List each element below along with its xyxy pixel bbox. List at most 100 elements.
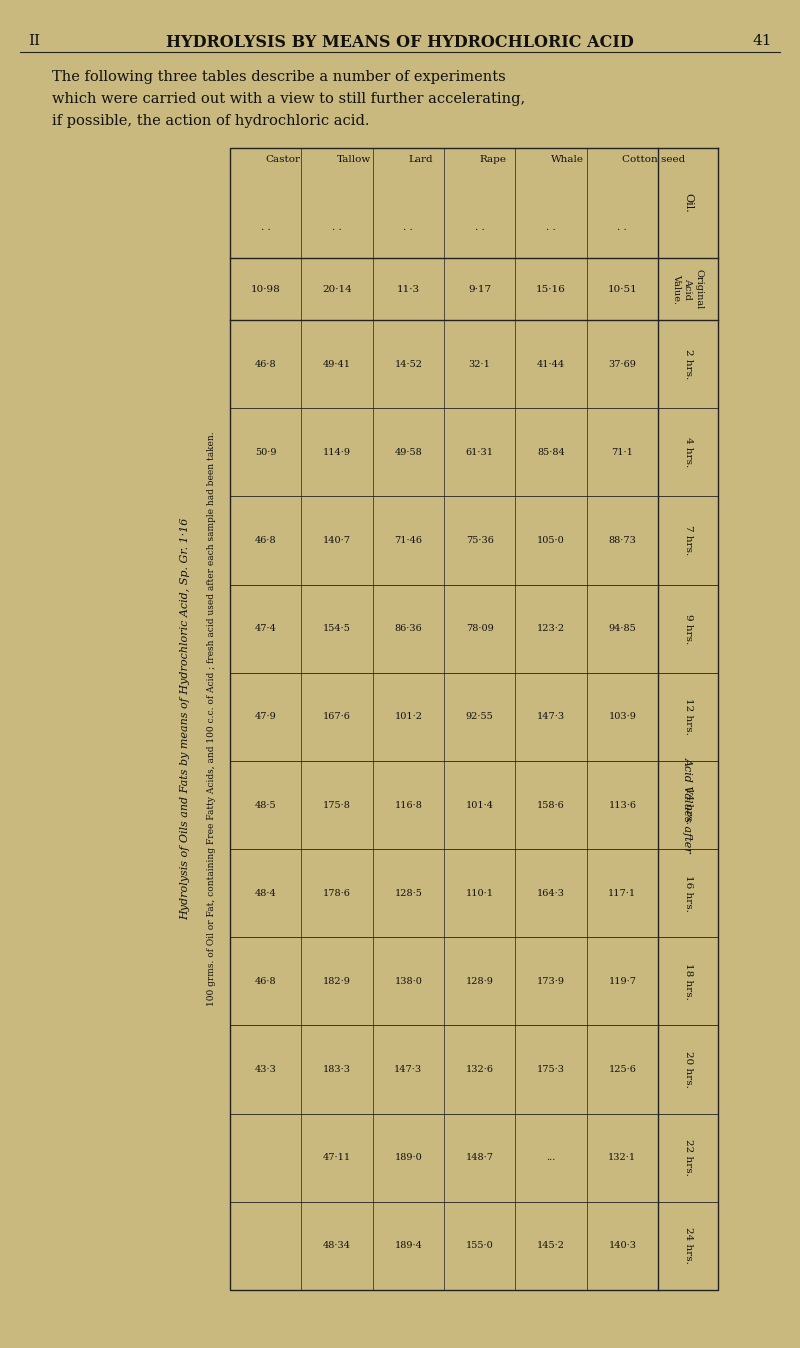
Text: 128·9: 128·9 bbox=[466, 977, 494, 985]
Text: 47·4: 47·4 bbox=[254, 624, 277, 634]
Text: 71·1: 71·1 bbox=[611, 448, 634, 457]
Text: 7 hrs.: 7 hrs. bbox=[683, 526, 693, 555]
Text: 117·1: 117·1 bbox=[608, 888, 636, 898]
Text: 22 hrs.: 22 hrs. bbox=[683, 1139, 693, 1177]
Text: if possible, the action of hydrochloric acid.: if possible, the action of hydrochloric … bbox=[52, 115, 370, 128]
Text: 140·3: 140·3 bbox=[608, 1242, 636, 1251]
Text: 43·3: 43·3 bbox=[254, 1065, 277, 1074]
Text: 48·34: 48·34 bbox=[323, 1242, 351, 1251]
Text: 2 hrs.: 2 hrs. bbox=[683, 349, 693, 379]
Text: 92·55: 92·55 bbox=[466, 712, 494, 721]
Text: Lard: Lard bbox=[408, 155, 433, 163]
Text: 49·58: 49·58 bbox=[394, 448, 422, 457]
Text: 15·16: 15·16 bbox=[536, 284, 566, 294]
Text: 78·09: 78·09 bbox=[466, 624, 494, 634]
Text: Hydrolysis of Oils and Fats by means of Hydrochloric Acid, Sp. Gr. 1·16: Hydrolysis of Oils and Fats by means of … bbox=[180, 518, 190, 921]
Text: 46·8: 46·8 bbox=[255, 360, 277, 368]
Text: 11·3: 11·3 bbox=[397, 284, 420, 294]
Text: Acid Values after: Acid Values after bbox=[683, 758, 693, 853]
Text: 49·41: 49·41 bbox=[323, 360, 351, 368]
Text: Whale: Whale bbox=[551, 155, 584, 163]
Text: 103·9: 103·9 bbox=[608, 712, 636, 721]
Text: 20·14: 20·14 bbox=[322, 284, 352, 294]
Text: 114·9: 114·9 bbox=[323, 448, 351, 457]
Text: 14·52: 14·52 bbox=[394, 360, 422, 368]
Text: . .: . . bbox=[474, 222, 485, 232]
Text: 46·8: 46·8 bbox=[255, 977, 277, 985]
Text: 175·8: 175·8 bbox=[323, 801, 351, 810]
Text: 178·6: 178·6 bbox=[323, 888, 351, 898]
Text: 154·5: 154·5 bbox=[323, 624, 351, 634]
Text: 125·6: 125·6 bbox=[608, 1065, 636, 1074]
Text: . .: . . bbox=[332, 222, 342, 232]
Text: 9 hrs.: 9 hrs. bbox=[683, 613, 693, 644]
Text: 182·9: 182·9 bbox=[323, 977, 351, 985]
Text: 123·2: 123·2 bbox=[537, 624, 565, 634]
Text: 48·4: 48·4 bbox=[254, 888, 277, 898]
Text: 128·5: 128·5 bbox=[394, 888, 422, 898]
Text: 145·2: 145·2 bbox=[537, 1242, 565, 1251]
Text: 101·4: 101·4 bbox=[466, 801, 494, 810]
Text: 12 hrs.: 12 hrs. bbox=[683, 698, 693, 735]
Text: 85·84: 85·84 bbox=[537, 448, 565, 457]
Text: 14 hrs.: 14 hrs. bbox=[683, 787, 693, 824]
Text: 110·1: 110·1 bbox=[466, 888, 494, 898]
Text: 155·0: 155·0 bbox=[466, 1242, 494, 1251]
Text: 16 hrs.: 16 hrs. bbox=[683, 875, 693, 911]
Text: 61·31: 61·31 bbox=[466, 448, 494, 457]
Text: 71·46: 71·46 bbox=[394, 537, 422, 545]
Text: 105·0: 105·0 bbox=[537, 537, 565, 545]
Text: 132·6: 132·6 bbox=[466, 1065, 494, 1074]
Text: Rape: Rape bbox=[480, 155, 506, 163]
Text: 4 hrs.: 4 hrs. bbox=[683, 437, 693, 468]
Text: 167·6: 167·6 bbox=[323, 712, 351, 721]
Text: 37·69: 37·69 bbox=[608, 360, 636, 368]
Text: 10·98: 10·98 bbox=[250, 284, 281, 294]
Text: 189·0: 189·0 bbox=[394, 1154, 422, 1162]
Text: 46·8: 46·8 bbox=[255, 537, 277, 545]
Text: . .: . . bbox=[403, 222, 414, 232]
Text: 164·3: 164·3 bbox=[537, 888, 565, 898]
Text: 138·0: 138·0 bbox=[394, 977, 422, 985]
Text: 32·1: 32·1 bbox=[469, 360, 490, 368]
Text: 41·44: 41·44 bbox=[537, 360, 565, 368]
Text: Oil.: Oil. bbox=[683, 193, 693, 213]
Text: Tallow: Tallow bbox=[337, 155, 371, 163]
Text: 47·11: 47·11 bbox=[323, 1154, 351, 1162]
Text: 100 grms. of Oil or Fat, containing Free Fatty Acids, and 100 c.c. of Acid ; fre: 100 grms. of Oil or Fat, containing Free… bbox=[207, 431, 217, 1007]
Text: 119·7: 119·7 bbox=[608, 977, 636, 985]
Text: 101·2: 101·2 bbox=[394, 712, 422, 721]
Text: II: II bbox=[28, 34, 40, 49]
Text: 116·8: 116·8 bbox=[394, 801, 422, 810]
Text: Cotton seed: Cotton seed bbox=[622, 155, 686, 163]
Text: 75·36: 75·36 bbox=[466, 537, 494, 545]
Text: 24 hrs.: 24 hrs. bbox=[683, 1228, 693, 1264]
Text: 9·17: 9·17 bbox=[468, 284, 491, 294]
Text: which were carried out with a view to still further accelerating,: which were carried out with a view to st… bbox=[52, 92, 526, 106]
Text: Original
Acid
Value.: Original Acid Value. bbox=[672, 268, 704, 309]
Text: 18 hrs.: 18 hrs. bbox=[683, 962, 693, 1000]
Text: 50·9: 50·9 bbox=[255, 448, 277, 457]
Text: 140·7: 140·7 bbox=[323, 537, 351, 545]
Text: 183·3: 183·3 bbox=[323, 1065, 351, 1074]
Text: Castor: Castor bbox=[266, 155, 301, 163]
Text: 10·51: 10·51 bbox=[607, 284, 638, 294]
Text: 86·36: 86·36 bbox=[394, 624, 422, 634]
Text: 175·3: 175·3 bbox=[537, 1065, 565, 1074]
Text: 47·9: 47·9 bbox=[254, 712, 277, 721]
Text: 41: 41 bbox=[753, 34, 772, 49]
Text: 147·3: 147·3 bbox=[394, 1065, 422, 1074]
Text: 158·6: 158·6 bbox=[537, 801, 565, 810]
Text: . .: . . bbox=[261, 222, 270, 232]
Text: ...: ... bbox=[546, 1154, 556, 1162]
Text: 189·4: 189·4 bbox=[394, 1242, 422, 1251]
Text: 132·1: 132·1 bbox=[608, 1154, 636, 1162]
Text: 173·9: 173·9 bbox=[537, 977, 565, 985]
Text: 147·3: 147·3 bbox=[537, 712, 565, 721]
Text: . .: . . bbox=[546, 222, 556, 232]
Text: 94·85: 94·85 bbox=[609, 624, 636, 634]
Text: 148·7: 148·7 bbox=[466, 1154, 494, 1162]
Text: The following three tables describe a number of experiments: The following three tables describe a nu… bbox=[52, 70, 506, 84]
Text: . .: . . bbox=[618, 222, 627, 232]
Text: 88·73: 88·73 bbox=[608, 537, 636, 545]
